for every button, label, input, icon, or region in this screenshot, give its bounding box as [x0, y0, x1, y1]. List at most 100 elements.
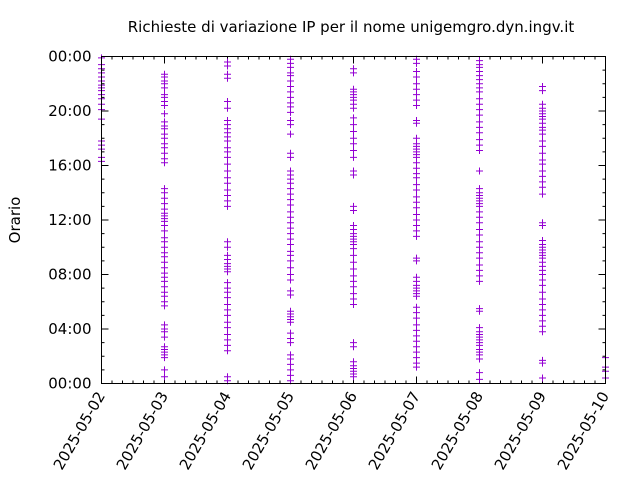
request-marker: [350, 69, 357, 77]
request-marker: [539, 281, 546, 289]
request-marker: [350, 265, 357, 273]
request-marker: [224, 153, 231, 161]
request-marker: [350, 114, 357, 122]
request-marker: [350, 140, 357, 148]
request-marker: [224, 160, 231, 168]
request-marker: [350, 343, 357, 351]
request-marker: [476, 88, 483, 96]
y-axis-label: Orario: [6, 197, 24, 244]
request-marker: [350, 104, 357, 112]
y-tick-label: 16:00: [48, 157, 91, 175]
y-tick-label: 12:00: [48, 211, 91, 229]
request-marker: [161, 84, 168, 92]
request-marker: [287, 108, 294, 116]
request-marker: [476, 375, 483, 383]
request-marker: [413, 102, 420, 110]
request-marker: [287, 130, 294, 138]
request-marker: [350, 147, 357, 155]
request-marker: [539, 359, 546, 367]
request-marker: [539, 87, 546, 95]
request-marker: [224, 294, 231, 302]
request-marker: [476, 147, 483, 155]
request-marker: [287, 241, 294, 249]
x-tick-label: 2025-05-10: [554, 389, 613, 474]
request-marker: [413, 292, 420, 300]
request-marker: [350, 153, 357, 161]
request-marker: [413, 59, 420, 67]
request-marker: [350, 373, 357, 381]
request-marker: [224, 243, 231, 251]
request-marker: [539, 374, 546, 382]
request-marker: [413, 204, 420, 212]
request-marker: [539, 183, 546, 191]
request-marker: [350, 258, 357, 266]
request-marker: [161, 227, 168, 235]
request-marker: [350, 283, 357, 291]
request-marker: [413, 314, 420, 322]
data-markers: [98, 54, 609, 385]
x-tick-label: 2025-05-02: [50, 389, 109, 474]
request-marker: [287, 257, 294, 265]
request-marker: [476, 231, 483, 239]
request-marker: [350, 171, 357, 179]
request-marker: [224, 137, 231, 145]
request-marker: [413, 73, 420, 81]
x-tick-label: 2025-05-05: [239, 389, 298, 474]
request-marker: [413, 257, 420, 265]
request-marker: [413, 363, 420, 371]
chart-title: Richieste di variazione IP per il nome u…: [128, 18, 575, 36]
request-marker: [413, 119, 420, 127]
request-marker: [224, 97, 231, 105]
request-marker: [476, 219, 483, 227]
request-marker: [413, 186, 420, 194]
request-marker: [287, 201, 294, 209]
request-marker: [476, 355, 483, 363]
request-marker: [476, 277, 483, 285]
y-tick-label: 04:00: [48, 320, 91, 338]
x-tick-label: 2025-05-06: [302, 389, 361, 474]
x-tick-label: 2025-05-04: [176, 389, 235, 474]
request-marker: [224, 104, 231, 112]
request-marker: [350, 127, 357, 135]
request-marker: [476, 167, 483, 175]
request-marker: [287, 318, 294, 326]
request-marker: [476, 129, 483, 137]
request-marker: [161, 333, 168, 341]
x-tick-label: 2025-05-03: [113, 389, 172, 474]
request-marker: [350, 251, 357, 259]
x-tick-label: 2025-05-07: [365, 389, 424, 474]
request-marker: [476, 369, 483, 377]
y-tick-label: 08:00: [48, 266, 91, 284]
request-marker: [539, 288, 546, 296]
request-marker: [476, 254, 483, 262]
request-marker: [224, 62, 231, 70]
request-marker: [161, 302, 168, 310]
y-tick-label: 20:00: [48, 102, 91, 120]
request-marker: [224, 268, 231, 276]
request-marker: [539, 130, 546, 138]
request-marker: [287, 291, 294, 299]
request-marker: [287, 339, 294, 347]
request-marker: [539, 160, 546, 168]
request-marker: [224, 179, 231, 187]
request-marker: [224, 324, 231, 332]
request-marker: [161, 373, 168, 381]
request-marker: [539, 328, 546, 336]
request-marker: [476, 111, 483, 119]
request-marker: [161, 366, 168, 374]
request-marker: [224, 74, 231, 82]
x-tick-labels: 2025-05-02 2025-05-03 2025-05-04 2025-05-05…: [50, 389, 613, 474]
request-marker: [539, 221, 546, 229]
request-marker: [413, 174, 420, 182]
x-tick-label: 2025-05-09: [491, 389, 550, 474]
request-marker: [287, 264, 294, 272]
request-marker: [413, 232, 420, 240]
y-tick-label: 00:00: [48, 375, 91, 393]
request-marker: [539, 149, 546, 157]
request-marker: [350, 300, 357, 308]
request-marker: [224, 311, 231, 319]
request-marker: [476, 307, 483, 315]
request-marker: [350, 206, 357, 214]
request-marker: [350, 121, 357, 129]
